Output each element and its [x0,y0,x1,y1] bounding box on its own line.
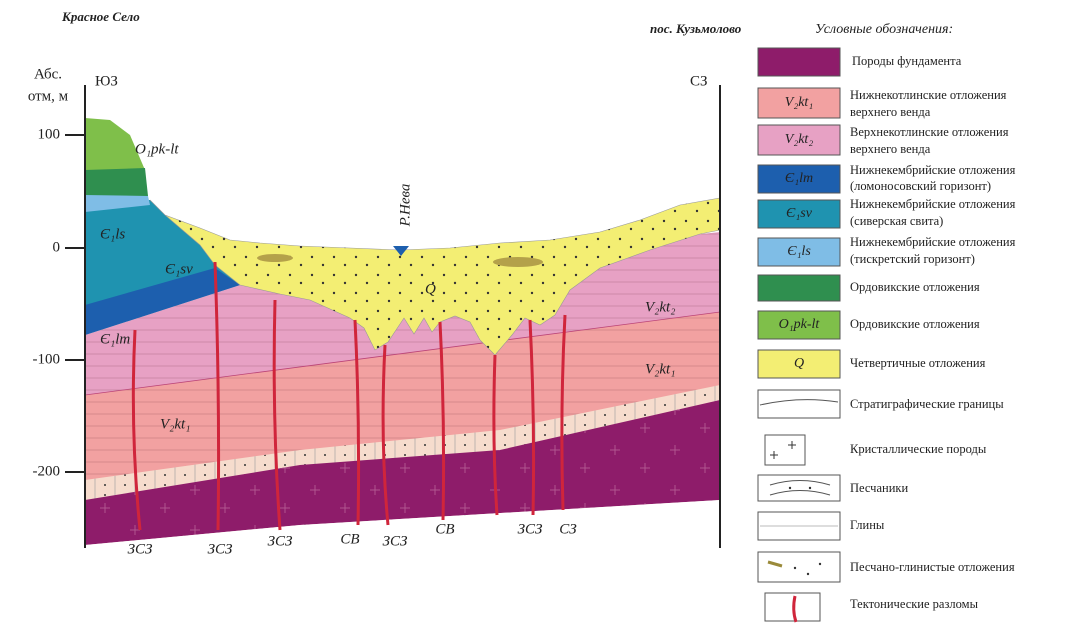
legend-label: (сиверская свита) [850,214,943,228]
section-label: O₁pk-lt [135,141,179,157]
legend-label: Тектонические разломы [850,597,979,611]
legend-label: Нижнекембрийские отложения [850,197,1016,211]
ticks [65,135,85,472]
legend-box [758,475,840,501]
clay-lens [493,257,543,267]
fault-label: СЗ [559,521,577,537]
axis-title: отм, м [28,88,69,104]
legend-label: Четвертичные отложения [850,356,986,370]
legend-label: Глины [850,518,885,532]
legend-label: Кристаллические породы [850,442,987,456]
tick-label: -100 [33,351,61,367]
legend-code: Є₁ls [787,244,811,259]
tick-label: 100 [38,126,61,142]
legend-symbol [809,487,811,489]
axis-title: Абс. [34,66,62,82]
legend-label: верхнего венда [850,105,931,119]
place-right: пос. Кузьмолово [650,21,742,36]
legend-label: Нижнекотлинские отложения [850,88,1007,102]
legend-label: (тискретский горизонт) [850,252,975,266]
legend-title: Условные обозначения: [815,22,953,37]
legend-label: верхнего венда [850,142,931,156]
legend-box [758,552,840,582]
legend-box [765,435,805,465]
legend-symbol [819,563,821,565]
section-label: V₂kt₁ [645,361,675,377]
fault-label: ЗСЗ [128,541,153,557]
legend-label: Верхнекотлинские отложения [850,125,1009,139]
layer-ordovician [85,168,148,197]
legend-label: Породы фундамента [852,54,962,68]
direction: ЮЗ [95,73,118,89]
place-left: Красное Село [61,9,140,24]
fault-label: СВ [340,531,359,547]
legend-code: Є₁lm [785,171,813,186]
tick-label: 0 [53,239,61,255]
legend-box [758,48,840,76]
legend-label: Нижнекембрийские отложения [850,163,1016,177]
legend-label: Ордовикские отложения [850,317,980,331]
legend-code: V₂kt₂ [785,132,814,147]
fault-label: ЗСЗ [518,521,543,537]
direction: СЗ [690,73,708,89]
tick-label: -200 [33,463,61,479]
legend-code: O₁pk-lt [779,317,821,332]
section-label: V₂kt₂ [645,299,675,315]
river-label: Р.Нева [397,184,413,228]
fault-label: СВ [435,521,454,537]
clay-lens [257,254,293,262]
section-label: Q [425,281,436,297]
legend-symbol [794,567,796,569]
section-label: V₂kt₁ [160,416,190,432]
legend-label: Песчано-глинистые отложения [850,560,1015,574]
legend-symbol [807,573,809,575]
fault-label: ЗСЗ [208,541,233,557]
geologic-section: Красное Село пос. Кузьмолово Условные об… [0,0,1069,625]
legend-label: Песчаники [850,481,908,495]
legend-code: V₂kt₁ [785,95,813,110]
legend: Породы фундамента V₂kt₁ Нижнекотлинские … [758,48,1016,622]
legend-box [758,275,840,301]
legend-label: Нижнекембрийские отложения [850,235,1016,249]
legend-box [758,390,840,418]
legend-code: Є₁sv [786,206,813,221]
legend-code: Q [794,356,804,371]
fault-label: ЗСЗ [268,533,293,549]
fault-label: ЗСЗ [383,533,408,549]
section-label: Є₁ls [100,226,125,242]
legend-label: (ломоносовский горизонт) [850,179,991,193]
section-label: Є₁sv [165,261,193,277]
section-label: Є₁lm [100,331,130,347]
legend-label: Стратиграфические границы [850,397,1004,411]
legend-label: Ордовикские отложения [850,280,980,294]
legend-symbol [789,487,791,489]
